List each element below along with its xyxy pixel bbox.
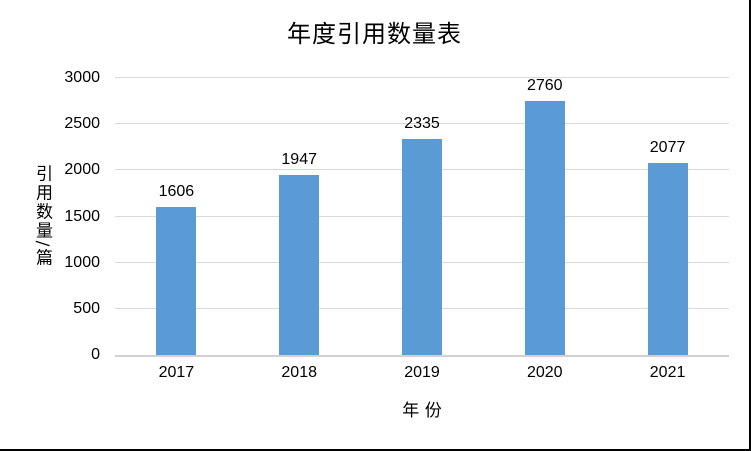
x-tick-label: 2018 — [281, 364, 317, 381]
gridline — [115, 77, 729, 78]
y-tick-label: 0 — [91, 346, 100, 363]
data-label: 1947 — [281, 151, 317, 169]
x-tick-label: 2021 — [649, 364, 686, 381]
bar-slot: 2335 — [361, 78, 484, 355]
data-label: 2077 — [649, 139, 686, 157]
bar-2020 — [524, 101, 565, 355]
bar-slot: 2760 — [483, 78, 606, 355]
chart-title: 年度引用数量表 — [287, 20, 462, 48]
data-label: 2335 — [404, 115, 440, 133]
x-tick-label: 2020 — [526, 364, 563, 381]
gridline — [115, 123, 729, 125]
plot-area: 1606 1947 2335 2760 2077 — [115, 77, 729, 357]
data-label: 1606 — [158, 182, 195, 200]
bar-slot: 1606 — [115, 78, 238, 355]
data-label: 2760 — [526, 77, 563, 94]
y-tick-label: 1000 — [64, 253, 100, 271]
y-axis-title: 引用数量/篇 — [32, 164, 52, 268]
x-tick-label: 2017 — [158, 364, 195, 381]
x-tick-label: 2019 — [404, 364, 440, 381]
bar-2018 — [279, 175, 320, 355]
bar-series: 1606 1947 2335 2760 2077 — [115, 78, 729, 355]
x-axis-title: 年 份 — [402, 401, 442, 421]
bar-2019 — [401, 139, 442, 355]
x-axis-tick-labels: 2017 2018 2019 2020 2021 — [115, 364, 729, 382]
y-tick-label: 500 — [73, 299, 100, 317]
x-axis-line — [115, 355, 729, 357]
y-tick-label: 1500 — [64, 207, 100, 225]
bar-slot: 1947 — [238, 78, 361, 355]
bar-slot: 2077 — [606, 78, 729, 355]
bar-2021 — [647, 163, 688, 355]
y-tick-label: 2500 — [64, 115, 100, 133]
y-axis-tick-labels: 0 500 1000 1500 2000 2500 3000 — [0, 70, 100, 363]
y-tick-label: 2000 — [64, 161, 100, 179]
y-tick-label: 3000 — [64, 69, 100, 86]
bar-2017 — [156, 206, 197, 355]
